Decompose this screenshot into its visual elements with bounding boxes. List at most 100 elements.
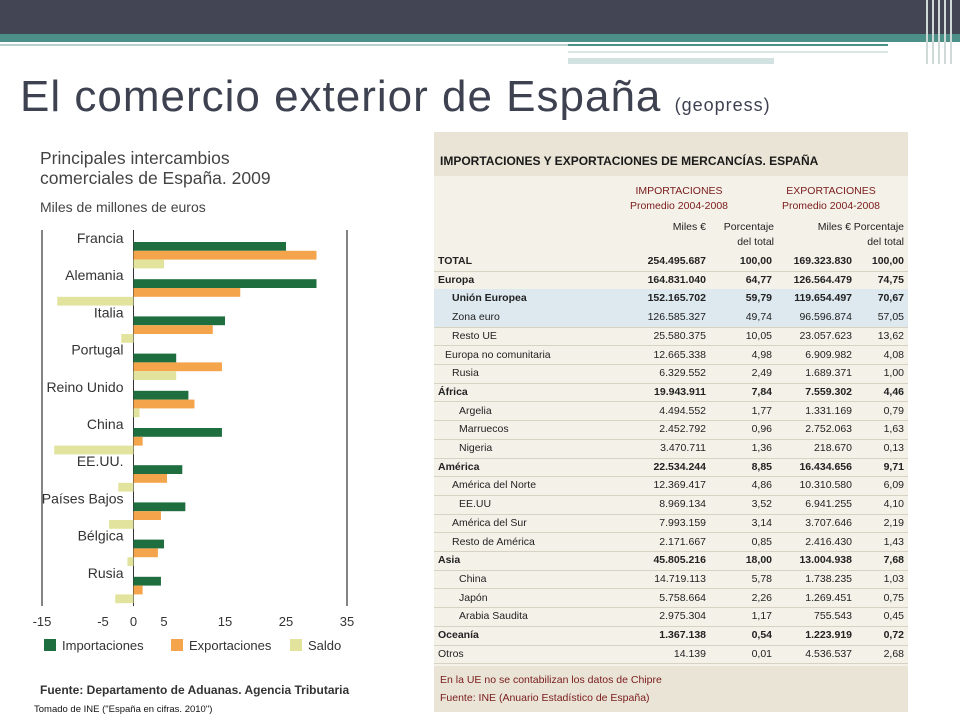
exports-header-line1: EXPORTACIONES [786,185,876,197]
row-cell: 2.171.667 [659,535,706,548]
row-cell: 0,45 [883,610,904,623]
row-label: Resto UE [452,329,497,342]
category-label: Países Bajos [42,490,124,506]
row-cell: 0,96 [751,423,772,436]
bar-importaciones-0 [133,242,286,251]
row-cell: 2,49 [751,367,772,380]
x-tick-label: 0 [130,614,137,629]
bar-saldo-9 [115,594,134,604]
row-cell: 755.543 [814,610,852,623]
category-label: Portugal [71,342,123,358]
bar-saldo-7 [109,520,134,529]
table-row: Zona euro 126.585.327 49,74 96.596.874 57,05 [434,308,908,328]
bar-exportaciones-6 [133,474,168,483]
col-exports-pct: Porcentaje del total [853,221,904,248]
bar-importaciones-6 [133,465,183,474]
row-cell: 13,62 [877,329,904,342]
table-note: En la UE no se contabilizan los datos de… [440,674,662,686]
row-cell: 169.323.830 [793,255,852,267]
table-row: Arabia Saudita 2.975.304 1,17 755.543 0,45 [434,607,908,627]
row-cell: 126.564.479 [793,273,852,286]
row-cell: 2.752.063 [805,423,852,436]
bar-saldo-8 [127,557,134,566]
row-cell: 164.831.040 [647,273,706,286]
bar-importaciones-9 [133,576,161,586]
row-cell: 4,10 [883,498,904,511]
bar-exportaciones-0 [133,250,317,260]
row-cell: 218.670 [814,442,852,454]
col-exports-value: Miles € [817,221,851,233]
row-label: Arabia Saudita [459,610,528,623]
table-row: Argelia 4.494.552 1,77 1.331.169 0,79 [434,402,908,422]
row-cell: 7.559.302 [805,385,852,398]
row-cell: 7,68 [883,554,904,567]
row-label: Argelia [459,404,492,417]
legend-label: Saldo [308,638,341,653]
bar-saldo-6 [118,482,134,492]
row-cell: 1.738.235 [805,572,852,585]
row-cell: 4,46 [883,385,904,398]
decor-line [0,44,568,46]
bar-exportaciones-4 [133,399,195,409]
x-tick-label: -5 [97,614,109,629]
row-cell: 6.909.982 [805,348,852,361]
x-tick-label: -15 [33,614,52,629]
row-cell: 13.004.938 [799,554,852,567]
row-cell: 0,79 [883,404,904,417]
table-footnotes: En la UE no se contabilizan los datos de… [434,666,908,712]
row-cell: 6,09 [883,479,904,492]
row-cell: 64,77 [745,273,772,286]
row-cell: 3.707.646 [805,516,852,529]
row-cell: 3,52 [751,498,772,511]
table-row: Resto UE 25.580.375 10,05 23.057.623 13,62 [434,327,908,347]
row-cell: 10,05 [745,329,772,342]
row-cell: 1.367.138 [659,629,706,641]
table-row: Japón 5.758.664 2,26 1.269.451 0,75 [434,589,908,609]
row-label: Rusia [452,367,479,380]
row-cell: 4,98 [751,348,772,361]
bar-exportaciones-8 [133,548,158,558]
row-cell: 16.434.656 [799,460,852,473]
legend-swatch [290,639,302,651]
row-cell: 12.665.338 [653,348,706,361]
bar-importaciones-8 [133,539,164,549]
row-cell: 2.452.792 [659,423,706,436]
bar-importaciones-1 [133,279,317,288]
row-cell: 8.969.134 [659,498,706,511]
decor-line [568,44,888,46]
row-cell: 5,78 [751,572,772,585]
bar-saldo-2 [121,334,134,343]
row-cell: 1.223.919 [805,629,852,641]
x-tick-label: 35 [340,614,354,629]
row-cell: 2.416.430 [805,535,852,548]
table-row: Europa 164.831.040 64,77 126.564.479 74,75 [434,271,908,291]
row-cell: 4.494.552 [659,404,706,417]
row-cell: 22.534.244 [653,460,706,473]
bar-saldo-1 [57,296,134,306]
row-cell: 45.805.216 [653,554,706,567]
col-imports-value: Miles € [672,221,706,233]
bar-exportaciones-7 [133,511,161,520]
slide-title-suffix: (geopress) [674,95,771,115]
x-tick-label: 15 [218,614,232,629]
exports-header-line2: Promedio 2004-2008 [781,200,881,212]
row-cell: 119.654.497 [794,292,852,305]
bar-importaciones-4 [133,390,189,400]
bar-importaciones-5 [133,428,222,437]
row-cell: 3,14 [751,516,772,529]
row-cell: 1,43 [883,535,904,548]
bar-importaciones-2 [133,316,225,326]
row-cell: 0,85 [751,535,772,548]
row-label: América del Norte [452,479,537,492]
row-label: Nigeria [459,442,493,454]
bar-chart: Francia Alemania Italia Portugal Reino Unido… [33,230,354,653]
table-row: Oceanía 1.367.138 0,54 1.223.919 0,72 [434,626,908,646]
row-cell: 1,03 [883,572,904,585]
exports-group-header: EXPORTACIONES Promedio 2004-2008 [766,184,896,214]
category-label: EE.UU. [77,453,124,469]
row-label: Europa no comunitaria [445,348,551,361]
row-cell: 70,67 [877,292,904,305]
decor-line [568,58,774,64]
row-cell: 126.585.327 [647,311,706,324]
x-tick-label: 5 [160,614,167,629]
